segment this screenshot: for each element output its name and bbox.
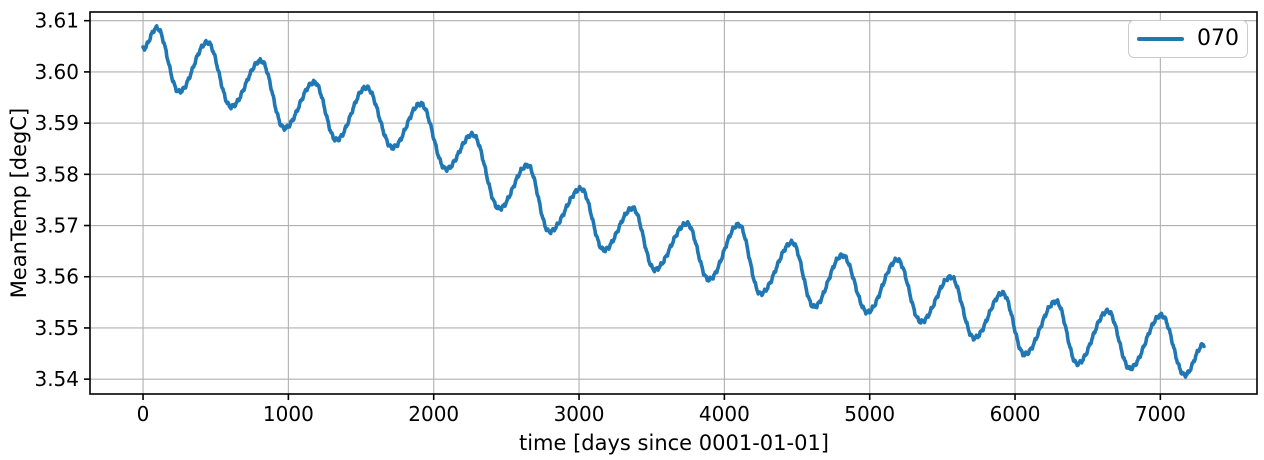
y-tick-label: 3.55 — [34, 316, 79, 340]
y-tick-label: 3.56 — [34, 265, 79, 289]
legend: 070 — [1128, 20, 1248, 58]
y-tick-label: 3.60 — [34, 60, 79, 84]
y-tick-label: 3.54 — [34, 367, 79, 391]
x-tick-label: 7000 — [1135, 402, 1186, 426]
series-line-070 — [141, 24, 1206, 379]
y-tick-label: 3.57 — [34, 214, 79, 238]
x-tick-label: 1000 — [263, 402, 314, 426]
x-tick-label: 3000 — [554, 402, 605, 426]
y-tick-label: 3.59 — [34, 111, 79, 135]
y-tick-label: 3.61 — [34, 9, 79, 33]
axes-spines — [89, 11, 1258, 395]
x-tick-label: 2000 — [408, 402, 459, 426]
x-tick-label: 4000 — [699, 402, 750, 426]
y-tick-label: 3.58 — [34, 162, 79, 186]
x-axis-label: time [days since 0001-01-01] — [518, 431, 830, 455]
x-tick-label: 0 — [137, 402, 150, 426]
y-axis-label: MeanTemp [degC] — [7, 107, 31, 299]
x-tick-label: 5000 — [844, 402, 895, 426]
legend-line-sample — [1137, 37, 1184, 41]
x-tick-label: 6000 — [990, 402, 1041, 426]
legend-label: 070 — [1197, 26, 1239, 51]
